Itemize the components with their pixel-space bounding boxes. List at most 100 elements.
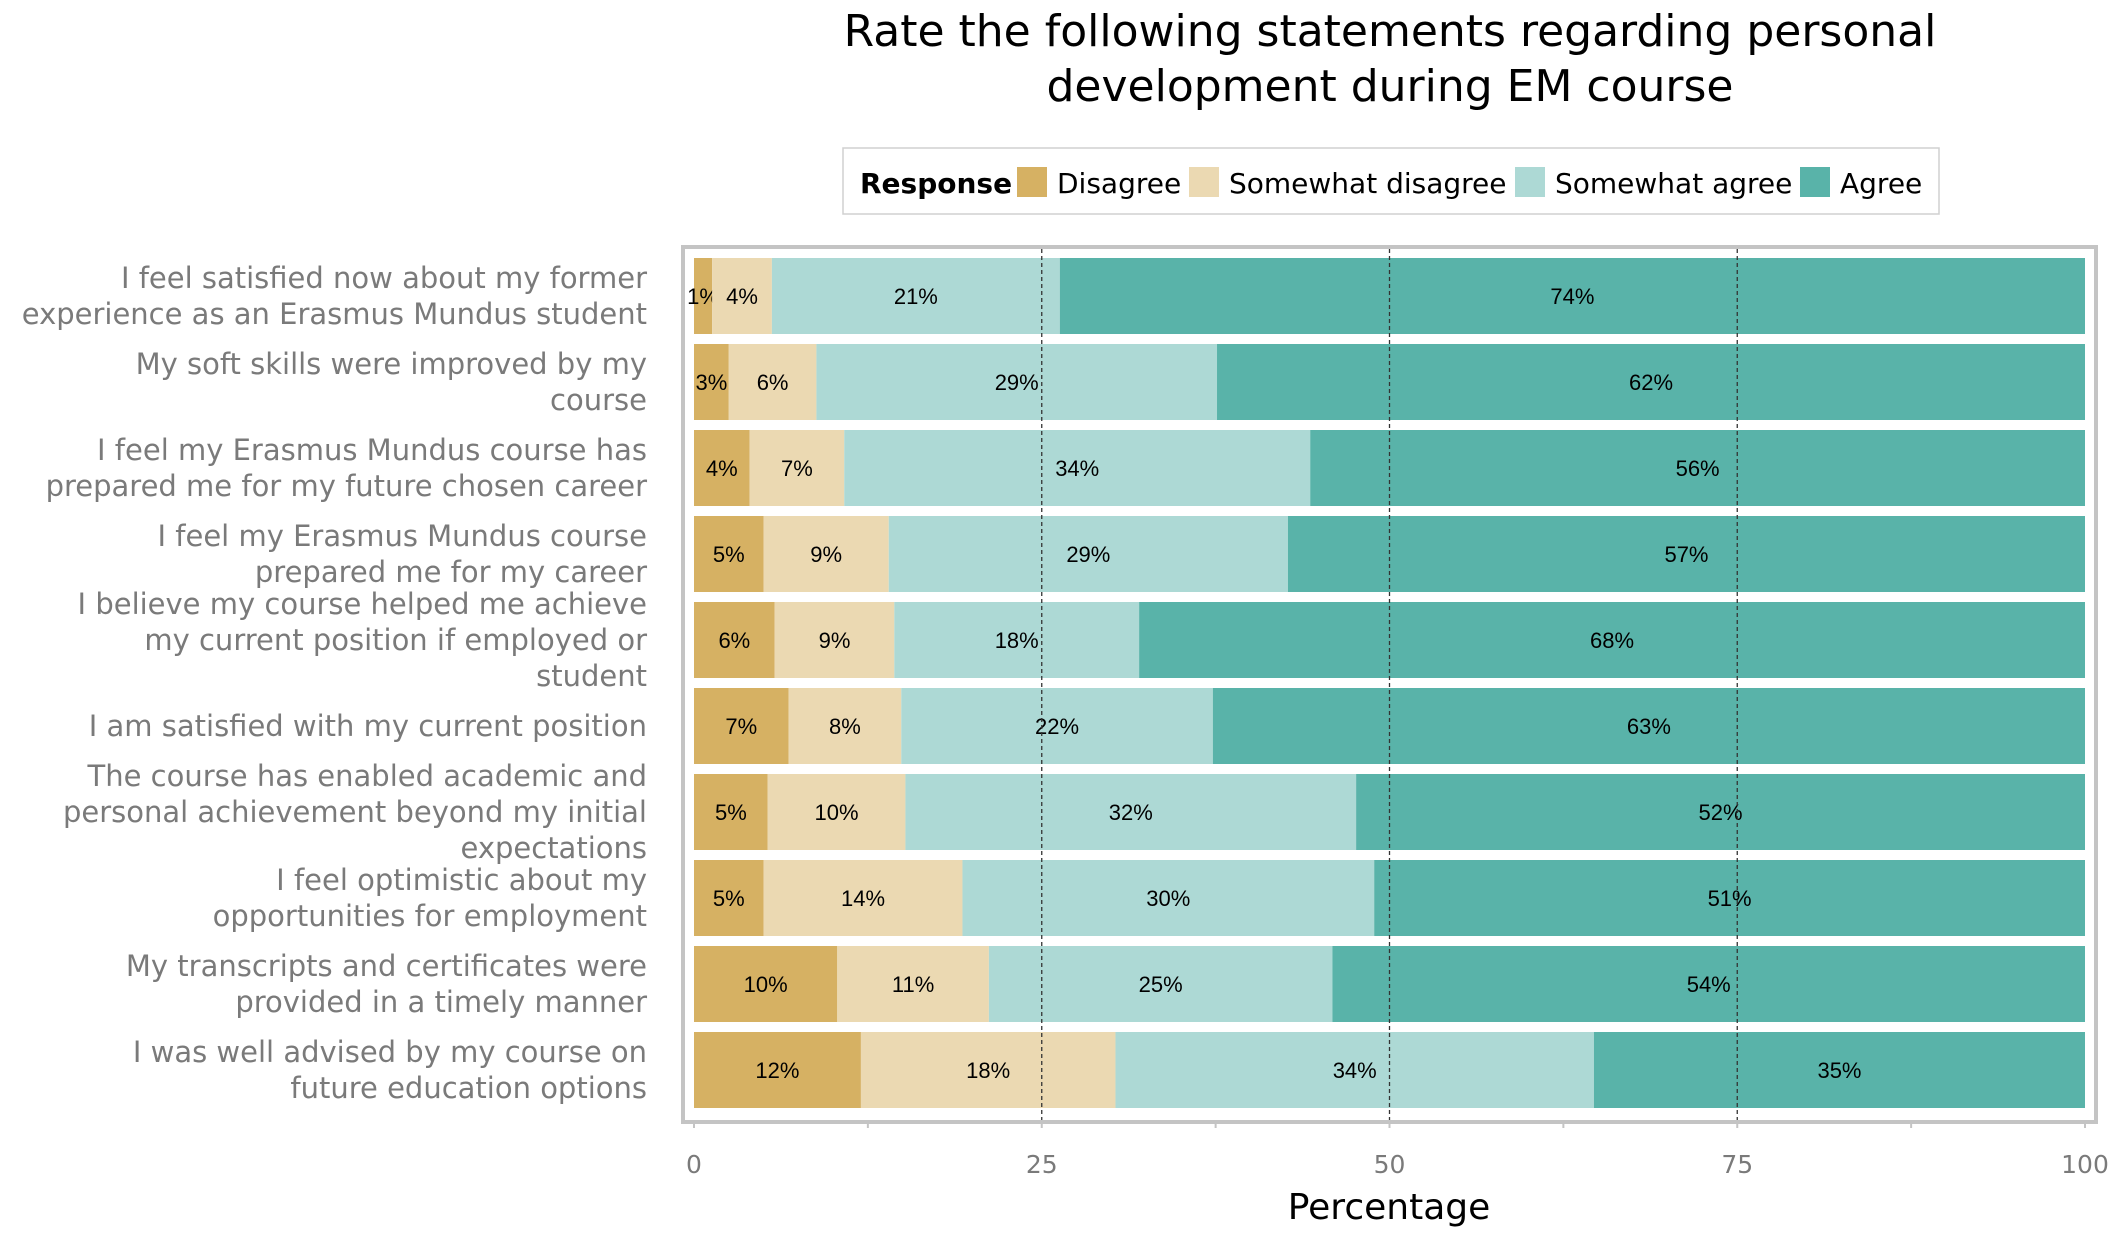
legend-label: Somewhat agree <box>1555 167 1792 200</box>
bar-segment-somewhat-agree <box>771 258 1060 334</box>
bar-segment-somewhat-disagree <box>712 258 772 334</box>
category-label: The course has enabled academic and perso… <box>63 759 647 865</box>
category-label: I feel satisfied now about my former expe… <box>22 261 647 331</box>
bar-row: 1% 4% 21% 74% <box>687 258 2085 334</box>
data-label: 9% <box>810 542 842 567</box>
legend-swatch <box>1189 167 1219 197</box>
data-label: 63% <box>1627 714 1671 739</box>
bar-row: 5% 14% 30% 51% <box>694 860 2085 936</box>
data-label: 29% <box>1066 542 1110 567</box>
data-label: 62% <box>1629 370 1673 395</box>
legend-swatch <box>1017 167 1047 197</box>
bar-row: 12% 18% 34% 35% <box>694 1032 2085 1108</box>
bar-segment-agree <box>1356 774 2085 850</box>
chart-title-line-2: development during EM course <box>1046 61 1733 112</box>
data-label: 30% <box>1146 886 1190 911</box>
category-label-line: student <box>536 659 647 693</box>
x-tick-label: 25 <box>1026 1150 1058 1179</box>
bar-row: 3% 6% 29% 62% <box>694 344 2085 420</box>
category-label-line: prepared me for my future chosen career <box>46 469 647 503</box>
bar-segment-agree <box>1059 258 2085 334</box>
category-label-line: provided in a timely manner <box>235 985 647 1019</box>
bar-segment-somewhat-agree <box>905 774 1357 850</box>
data-label: 57% <box>1664 542 1708 567</box>
bar-segment-somewhat-disagree <box>749 430 845 506</box>
bar-segment-disagree <box>694 1032 861 1108</box>
legend: Response Disagree Somewhat disagree Somewh… <box>842 147 1940 215</box>
category-label-line: opportunities for employment <box>213 899 647 933</box>
bar-segment-agree <box>1374 860 2085 936</box>
bar-segment-disagree <box>694 946 838 1022</box>
category-label: I feel my Erasmus Mundus course prepared … <box>158 519 648 589</box>
category-label-line: The course has enabled academic and <box>87 759 647 793</box>
chart-title-line-1: Rate the following statements regarding … <box>844 6 1937 57</box>
bar-segment-disagree <box>694 602 775 678</box>
bar-segment-somewhat-disagree <box>860 1032 1116 1108</box>
x-tick-label: 75 <box>1721 1150 1753 1179</box>
bar-segment-agree <box>1212 688 2085 764</box>
data-label: 54% <box>1687 972 1731 997</box>
bar-segment-somewhat-agree <box>816 344 1218 420</box>
bar-segment-disagree <box>694 430 750 506</box>
bar-segment-somewhat-agree <box>894 602 1140 678</box>
data-label: 29% <box>995 370 1039 395</box>
bar-segment-somewhat-agree <box>1115 1032 1594 1108</box>
bar-segment-disagree <box>694 860 764 936</box>
category-label-line: course <box>550 383 647 417</box>
category-label-line: I was well advised by my course on <box>133 1035 647 1069</box>
legend-swatch <box>1800 167 1830 197</box>
bar-segment-somewhat-disagree <box>774 602 895 678</box>
bar-row: 5% 9% 29% 57% <box>694 516 2085 592</box>
category-label-line: experience as an Erasmus Mundus student <box>22 297 647 331</box>
data-label: 3% <box>695 370 727 395</box>
category-label-line: I feel my Erasmus Mundus course has <box>97 433 647 467</box>
legend-label: Somewhat disagree <box>1229 167 1507 200</box>
category-label-line: I feel optimistic about my <box>276 863 647 897</box>
category-label-line: I believe my course helped me achieve <box>78 587 647 621</box>
data-label: 18% <box>966 1058 1010 1083</box>
bar-segment-somewhat-agree <box>844 430 1311 506</box>
category-label: I feel my Erasmus Mundus course has prepa… <box>46 433 647 503</box>
bar-segment-somewhat-disagree <box>763 860 963 936</box>
data-label: 10% <box>744 972 788 997</box>
category-label-line: My soft skills were improved by my <box>136 347 647 381</box>
data-label: 9% <box>819 628 851 653</box>
data-label: 52% <box>1699 800 1743 825</box>
data-label: 35% <box>1817 1058 1861 1083</box>
bar-segment-disagree <box>694 258 713 334</box>
bar-segment-somewhat-agree <box>901 688 1213 764</box>
category-label: My transcripts and certificates were prov… <box>126 949 647 1019</box>
bar-row: 10% 11% 25% 54% <box>694 946 2085 1022</box>
data-label: 11% <box>892 972 934 997</box>
data-label: 6% <box>757 370 789 395</box>
bar-segment-agree <box>1287 516 2085 592</box>
data-label: 7% <box>725 714 757 739</box>
data-label: 10% <box>815 800 859 825</box>
category-label-line: my current position if employed or <box>144 623 647 657</box>
legend-label: Disagree <box>1057 167 1181 200</box>
category-label: I feel optimistic about my opportunities … <box>213 863 647 933</box>
data-label: 4% <box>726 284 758 309</box>
data-label: 56% <box>1676 456 1720 481</box>
bar-segment-somewhat-disagree <box>837 946 989 1022</box>
category-label-line: future education options <box>290 1071 647 1105</box>
bar-row: 4% 7% 34% 56% <box>694 430 2085 506</box>
data-label: 32% <box>1109 800 1153 825</box>
bar-segment-agree <box>1593 1032 2085 1108</box>
bar-segment-somewhat-disagree <box>763 516 889 592</box>
legend-title: Response <box>860 167 1012 200</box>
bar-segment-disagree <box>694 688 789 764</box>
bar-segment-disagree <box>694 774 768 850</box>
category-label-line: I am satisfied with my current position <box>89 709 647 743</box>
bar-segment-agree <box>1310 430 2085 506</box>
category-label-line: My transcripts and certificates were <box>126 949 647 983</box>
bar-segment-somewhat-agree <box>888 516 1288 592</box>
category-label-line: prepared me for my career <box>255 555 647 589</box>
category-label: I believe my course helped me achieve my … <box>78 587 648 693</box>
bar-row: 5% 10% 32% 52% <box>694 774 2085 850</box>
legend-label: Agree <box>1840 167 1922 200</box>
category-label-line: expectations <box>461 831 648 865</box>
category-label-line: I feel my Erasmus Mundus course <box>158 519 648 553</box>
x-axis-title: Percentage <box>1288 1187 1491 1228</box>
